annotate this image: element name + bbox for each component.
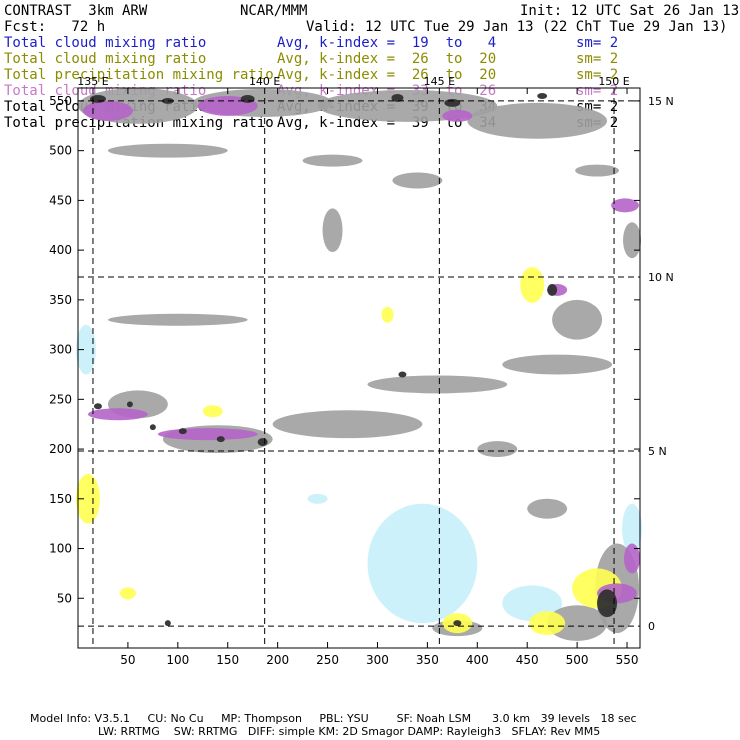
y-tick-label-250: 250: [49, 392, 72, 406]
cloud-area-purple-8: [157, 428, 258, 441]
cloud-area-dark-0: [89, 94, 106, 103]
cloud-area-gray-7: [322, 208, 343, 253]
cloud-area-purple-1: [82, 100, 133, 121]
cloud-area-gray-20: [547, 605, 608, 642]
y-tick-label-150: 150: [49, 492, 72, 506]
cloud-area-dark-4: [444, 98, 461, 107]
y-tick-label-400: 400: [49, 243, 72, 257]
cloud-area-gray-3: [467, 102, 608, 139]
cloud-area-gray-5: [107, 143, 228, 158]
lon-label-2: 145 E: [424, 75, 455, 88]
cloud-area-gray-11: [367, 375, 508, 394]
y-tick-label-100: 100: [49, 542, 72, 556]
cloud-area-dark-13: [398, 371, 407, 378]
cloud-area-dark-2: [240, 94, 255, 103]
model-info-line2: LW: RRTMG SW: RRTMG DIFF: simple KM: 2D …: [98, 725, 601, 738]
lat-label-1: 5 N: [648, 445, 667, 458]
cloud-area-dark-8: [126, 401, 133, 408]
field-2-sm: sm= 2: [576, 51, 619, 67]
cloud-area-gray-17: [477, 441, 518, 458]
cloud-area-yellow-5: [119, 587, 136, 600]
x-tick-label-50: 50: [120, 653, 135, 667]
init-time: Init: 12 UTC Sat 26 Jan 13: [520, 3, 740, 19]
cloud-area-purple-7: [87, 408, 148, 421]
y-tick-label-300: 300: [49, 343, 72, 357]
plot-frame: [77, 87, 641, 649]
lon-label-1: 140 E: [249, 75, 280, 88]
cloud-area-purple-3: [611, 198, 640, 213]
x-tick-label-150: 150: [216, 653, 239, 667]
cloud-area-cyan-3: [76, 324, 96, 375]
cloud-area-yellow-3: [520, 267, 545, 303]
model-info-line1: Model Info: V3.5.1 CU: No Cu MP: Thompso…: [30, 712, 637, 725]
field-2-name: Total cloud mixing ratio: [4, 51, 207, 67]
title-center: NCAR/MMM: [240, 3, 308, 19]
cloud-area-dark-11: [216, 436, 225, 443]
cloud-area-purple-4: [624, 543, 640, 574]
cloud-area-gray-4: [575, 164, 620, 177]
cloud-area-dark-10: [178, 428, 187, 435]
cloud-area-dark-15: [453, 620, 462, 627]
y-tick-label-500: 500: [49, 144, 72, 158]
cloud-area-yellow-4: [76, 473, 100, 524]
field-3-name: Total precipitation mixing ratio: [4, 67, 274, 83]
x-tick-label-100: 100: [166, 653, 189, 667]
cloud-area-purple-2: [442, 109, 473, 122]
field-1-avg: Avg, k-index = 19 to 4: [277, 35, 497, 51]
x-tick-label-300: 300: [366, 653, 389, 667]
lat-label-0: 0: [648, 620, 655, 633]
cloud-area-yellow-6: [202, 405, 223, 418]
cloud-area-dark-7: [93, 403, 102, 410]
cloud-area-gray-18: [527, 498, 568, 519]
field-1-name: Total cloud mixing ratio: [4, 35, 207, 51]
cloud-area-dark-9: [149, 424, 156, 431]
valid-time: Valid: 12 UTC Tue 29 Jan 13 (22 ChT Tue …: [306, 19, 728, 35]
lon-label-0: 135 E: [77, 75, 108, 88]
cloud-area-cyan-2: [622, 503, 642, 554]
y-tick-label-350: 350: [49, 293, 72, 307]
forecast-hour: Fcst: 72 h: [4, 19, 106, 35]
cloud-area-dark-3: [391, 93, 404, 102]
x-tick-label-200: 200: [266, 653, 289, 667]
x-tick-label-550: 550: [616, 653, 639, 667]
field-1-sm: sm= 2: [576, 35, 619, 51]
lon-label-3: 150 E: [598, 75, 629, 88]
cloud-area-dark-1: [161, 97, 174, 104]
y-tick-label-550: 550: [49, 94, 72, 108]
x-tick-label-250: 250: [316, 653, 339, 667]
y-tick-label-200: 200: [49, 442, 72, 456]
x-tick-label-400: 400: [466, 653, 489, 667]
cloud-area-gray-12: [272, 410, 423, 439]
field-3-sm: sm= 2: [576, 67, 619, 83]
x-tick-label-350: 350: [416, 653, 439, 667]
x-tick-label-450: 450: [516, 653, 539, 667]
cloud-area-dark-6: [547, 283, 558, 296]
title-left: CONTRAST 3km ARW: [4, 3, 148, 19]
field-3-avg: Avg, k-index = 26 to 20: [277, 67, 497, 83]
cloud-area-gray-8: [623, 222, 641, 259]
cloud-area-gray-6: [302, 154, 363, 167]
x-tick-label-500: 500: [566, 653, 589, 667]
lat-label-2: 10 N: [648, 271, 674, 284]
cloud-area-gray-16: [392, 172, 443, 189]
lat-label-3: 15 N: [648, 95, 674, 108]
field-2-avg: Avg, k-index = 26 to 20: [277, 51, 497, 67]
y-tick-label-450: 450: [49, 193, 72, 207]
y-tick-label-50: 50: [57, 591, 72, 605]
cloud-area-cyan-0: [367, 503, 478, 624]
cloud-area-yellow-7: [381, 306, 394, 323]
cloud-area-gray-15: [107, 313, 248, 326]
cloud-area-dark-12: [257, 438, 268, 447]
cloud-area-gray-9: [552, 299, 603, 340]
cloud-area-cyan-4: [307, 493, 328, 504]
cloud-area-dark-16: [164, 620, 171, 627]
cloud-area-dark-5: [537, 92, 548, 99]
cloud-area-yellow-1: [529, 611, 566, 636]
cloud-area-gray-10: [502, 354, 613, 375]
cloud-area-dark-14: [597, 589, 618, 618]
